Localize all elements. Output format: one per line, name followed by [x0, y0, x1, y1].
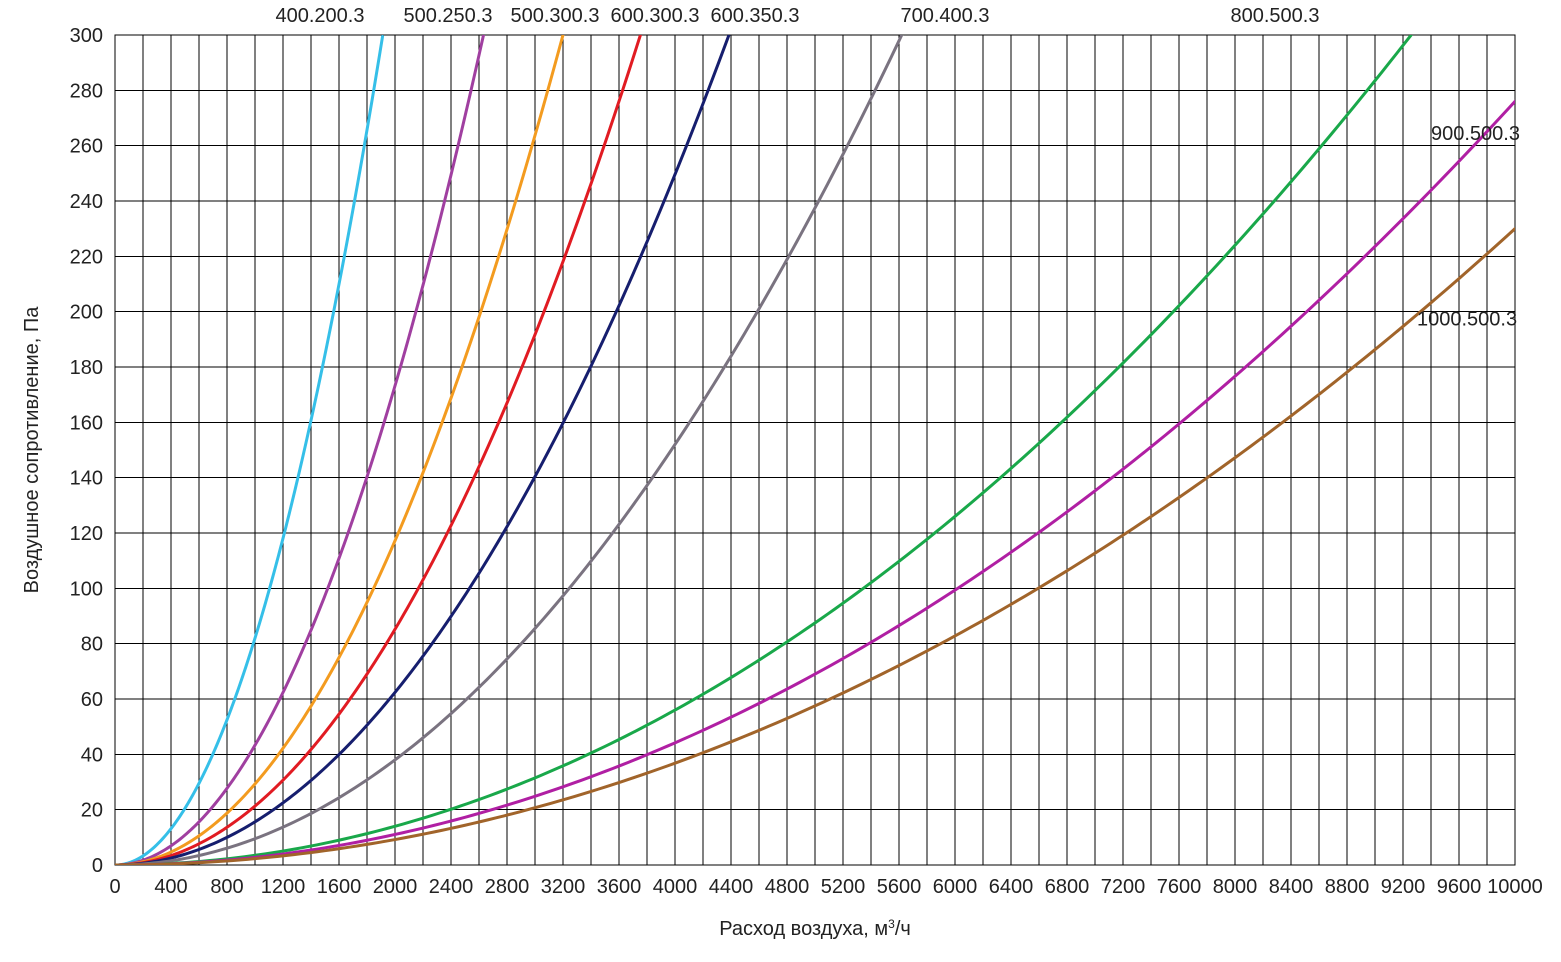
y-tick-label: 220 [70, 246, 103, 268]
y-tick-label: 280 [70, 80, 103, 102]
x-tick-label: 9200 [1381, 876, 1426, 898]
x-tick-label: 4400 [709, 876, 754, 898]
x-tick-label: 10000 [1487, 876, 1543, 898]
x-tick-label: 6000 [933, 876, 978, 898]
y-tick-label: 60 [81, 689, 103, 711]
y-tick-label: 80 [81, 634, 103, 656]
series-label-700.400.3: 700.400.3 [901, 5, 990, 27]
x-tick-label: 5200 [821, 876, 866, 898]
x-tick-label: 5600 [877, 876, 922, 898]
x-axis-label: Расход воздуха, м3/ч [719, 917, 911, 940]
x-tick-label: 400 [154, 876, 187, 898]
y-tick-label: 300 [70, 25, 103, 47]
series-label-500.250.3: 500.250.3 [404, 5, 493, 27]
x-tick-label: 3200 [541, 876, 586, 898]
series-label-600.350.3: 600.350.3 [711, 5, 800, 27]
x-tick-label: 8800 [1325, 876, 1370, 898]
x-tick-label: 1600 [317, 876, 362, 898]
y-tick-label: 180 [70, 357, 103, 379]
series-label-900.500.3: 900.500.3 [1431, 123, 1520, 145]
x-tick-label: 2800 [485, 876, 530, 898]
y-tick-label: 200 [70, 302, 103, 324]
y-tick-label: 20 [81, 800, 103, 822]
x-tick-label: 9600 [1437, 876, 1482, 898]
series-label-500.300.3: 500.300.3 [511, 5, 600, 27]
x-tick-label: 1200 [261, 876, 306, 898]
y-tick-label: 100 [70, 578, 103, 600]
series-label-400.200.3: 400.200.3 [276, 5, 365, 27]
series-label-1000.500.3: 1000.500.3 [1417, 309, 1517, 331]
x-tick-label: 6800 [1045, 876, 1090, 898]
series-label-600.300.3: 600.300.3 [611, 5, 700, 27]
chart-container: 0400800120016002000240028003200360040004… [0, 0, 1561, 962]
x-tick-label: 4800 [765, 876, 810, 898]
x-tick-label: 4000 [653, 876, 698, 898]
y-axis-label: Воздушное сопротивление, Па [21, 306, 43, 594]
air-resistance-chart: 0400800120016002000240028003200360040004… [0, 0, 1561, 962]
y-tick-label: 160 [70, 412, 103, 434]
y-tick-label: 0 [92, 855, 103, 877]
x-tick-label: 8000 [1213, 876, 1258, 898]
y-tick-label: 240 [70, 191, 103, 213]
x-tick-label: 0 [109, 876, 120, 898]
x-tick-label: 2000 [373, 876, 418, 898]
x-tick-label: 800 [210, 876, 243, 898]
y-tick-label: 120 [70, 523, 103, 545]
y-tick-label: 260 [70, 136, 103, 158]
x-tick-label: 8400 [1269, 876, 1314, 898]
series-label-800.500.3: 800.500.3 [1231, 5, 1320, 27]
x-tick-label: 6400 [989, 876, 1034, 898]
x-tick-label: 3600 [597, 876, 642, 898]
x-tick-label: 7200 [1101, 876, 1146, 898]
y-tick-label: 140 [70, 468, 103, 490]
y-tick-label: 40 [81, 744, 103, 766]
x-tick-label: 2400 [429, 876, 474, 898]
x-tick-label: 7600 [1157, 876, 1202, 898]
